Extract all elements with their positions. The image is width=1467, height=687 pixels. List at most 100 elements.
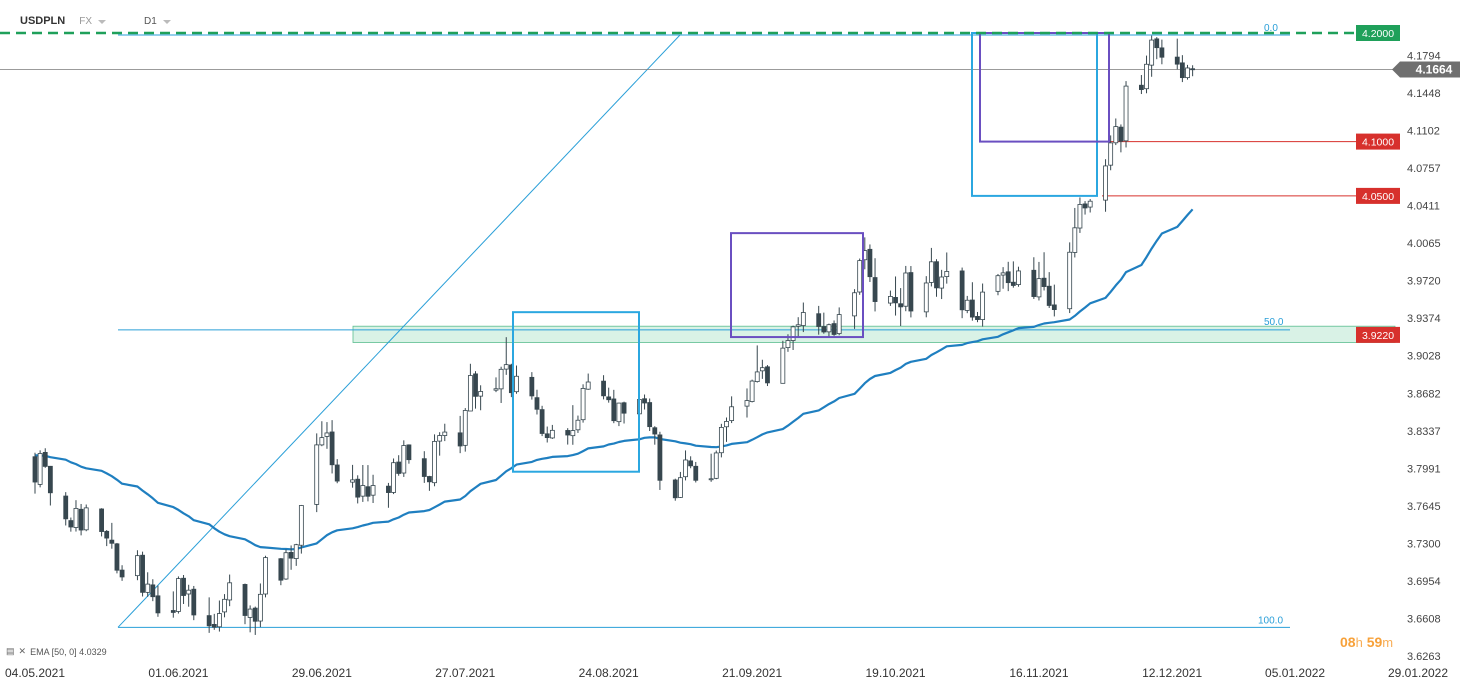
- candle: [1149, 35, 1155, 77]
- candle: [959, 267, 965, 319]
- symbol-dropdown-icon[interactable]: [98, 19, 107, 24]
- x-tick-label: 29.01.2022: [1388, 666, 1448, 680]
- candle: [191, 585, 197, 621]
- candle: [216, 600, 222, 632]
- candle: [672, 478, 678, 501]
- candle: [242, 583, 248, 625]
- candle-body: [529, 376, 535, 397]
- market-label: FX: [79, 15, 93, 27]
- candle-body: [534, 397, 540, 410]
- fib-label-50: 50.0: [1264, 317, 1284, 328]
- candle-body: [278, 558, 284, 581]
- candle: [119, 565, 125, 581]
- candle: [176, 576, 181, 614]
- candle: [867, 244, 873, 283]
- candle: [68, 517, 74, 532]
- candle-body: [708, 478, 714, 481]
- candle: [713, 450, 719, 480]
- candle-body: [109, 539, 115, 544]
- candle: [928, 247, 934, 287]
- candle: [872, 258, 878, 312]
- candle-body: [678, 477, 683, 498]
- candle-body: [539, 409, 545, 434]
- candle-body: [1123, 85, 1129, 142]
- candle-body: [1149, 39, 1155, 66]
- candle: [616, 402, 622, 427]
- candle: [42, 448, 48, 468]
- candle-body: [642, 398, 647, 404]
- y-tick-label: 3.8337: [1407, 426, 1441, 438]
- candle-body: [83, 507, 89, 531]
- candle: [1082, 201, 1088, 215]
- candle: [457, 415, 463, 454]
- candle: [995, 273, 1001, 296]
- fib-label-0: 0.0: [1264, 23, 1278, 34]
- interval-label[interactable]: D1: [144, 15, 157, 27]
- indicator-settings-icon[interactable]: ▤: [6, 646, 15, 656]
- candle: [114, 542, 120, 574]
- candle-body: [401, 445, 407, 474]
- candle-body: [621, 402, 627, 414]
- candle-body: [283, 552, 289, 580]
- candle: [724, 417, 729, 442]
- symbol-label[interactable]: USDPLN: [20, 15, 66, 27]
- candle: [944, 252, 950, 284]
- y-axis: 4.1794 4.1448 4.1102 4.0757 4.0411 4.0065 3.97…: [1407, 50, 1441, 663]
- indicator-legend: ▤ ✕ EMA [50, 0] 4.0329: [6, 646, 107, 657]
- candle-body: [688, 460, 694, 467]
- candle: [852, 289, 857, 329]
- candle: [222, 594, 227, 618]
- candle: [729, 396, 735, 424]
- candle-body: [549, 429, 555, 439]
- candle-body: [99, 508, 104, 532]
- candle-body: [611, 398, 617, 422]
- candle: [1051, 284, 1057, 317]
- candle-body: [693, 465, 699, 481]
- candle-body: [980, 291, 986, 320]
- candle: [683, 450, 688, 481]
- candle-body: [959, 270, 965, 311]
- candle: [145, 572, 151, 597]
- candle: [652, 426, 658, 445]
- candle: [406, 444, 412, 464]
- x-tick-label: 19.10.2021: [866, 666, 926, 680]
- candle: [181, 574, 186, 604]
- candle-body: [800, 312, 806, 326]
- candle-body: [713, 452, 719, 479]
- candle: [1154, 37, 1160, 60]
- candle: [580, 384, 586, 423]
- candle: [370, 474, 376, 503]
- candle-body: [795, 324, 801, 327]
- x-tick-label: 04.05.2021: [5, 666, 65, 680]
- candle-body: [514, 375, 519, 393]
- candle-body: [765, 366, 770, 384]
- x-tick-label: 01.06.2021: [148, 666, 208, 680]
- y-tick-label: 3.6608: [1407, 614, 1441, 626]
- candle-body: [580, 388, 586, 421]
- candle-body: [73, 508, 79, 528]
- candle-body: [565, 430, 571, 436]
- candle-body: [852, 292, 857, 317]
- candle-body: [176, 578, 181, 612]
- candle: [744, 388, 750, 418]
- candle: [73, 500, 79, 532]
- candle: [211, 613, 217, 630]
- interval-dropdown-icon[interactable]: [162, 19, 171, 24]
- candle-body: [32, 456, 38, 483]
- candle-body: [601, 380, 606, 397]
- candle: [401, 440, 407, 477]
- candle-body: [964, 299, 970, 311]
- candle-body: [647, 402, 653, 428]
- candle-body: [360, 485, 366, 497]
- candle-body: [427, 476, 432, 483]
- candle: [135, 550, 140, 581]
- candle-body: [928, 261, 934, 283]
- candle-body: [263, 557, 268, 595]
- indicator-remove-icon[interactable]: ✕: [18, 646, 27, 656]
- candle-body: [1159, 47, 1165, 58]
- price-label-bg: [1356, 133, 1400, 150]
- candle-body: [1077, 204, 1083, 229]
- candle-body: [1072, 227, 1078, 253]
- candle-body: [821, 326, 827, 333]
